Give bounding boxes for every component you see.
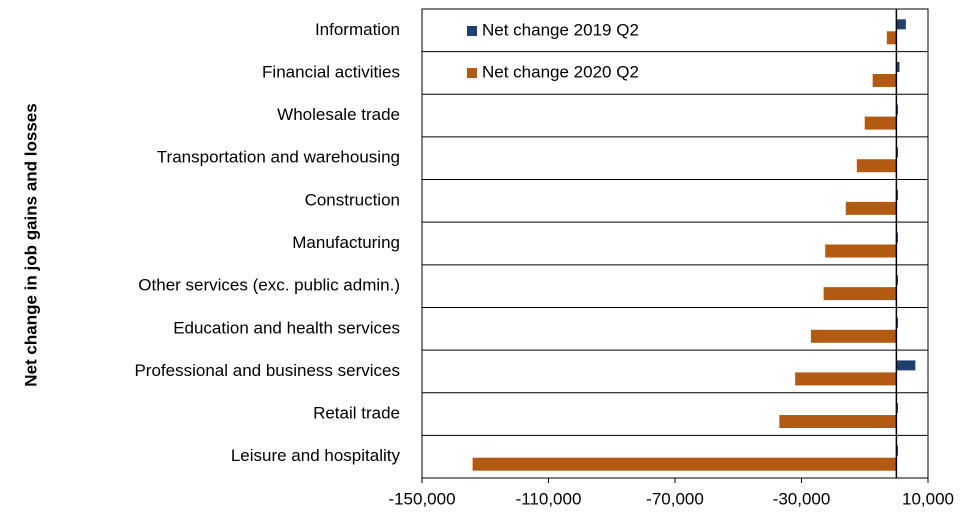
y-tick-label: Professional and business services — [134, 361, 400, 380]
bar — [845, 201, 897, 215]
bar — [896, 147, 898, 158]
legend-swatch — [467, 26, 477, 36]
bar — [823, 287, 897, 301]
bar — [896, 104, 898, 115]
y-tick-label: Education and health services — [173, 318, 400, 337]
bar — [896, 61, 900, 72]
bar — [472, 457, 897, 471]
y-tick-label: Manufacturing — [292, 233, 400, 252]
bar — [825, 244, 897, 258]
bar — [896, 445, 898, 456]
bar — [896, 360, 916, 371]
bar — [864, 116, 897, 130]
y-tick-label: Construction — [305, 190, 400, 209]
bar — [896, 189, 898, 200]
bar — [896, 317, 898, 328]
bar — [896, 232, 898, 243]
bar — [896, 403, 898, 414]
x-tick-label: -70,000 — [646, 489, 704, 508]
x-tick-label: -30,000 — [773, 489, 831, 508]
y-tick-label: Retail trade — [313, 404, 400, 423]
bar — [896, 275, 898, 286]
y-tick-label: Wholesale trade — [277, 105, 400, 124]
bar — [872, 73, 897, 87]
y-tick-label: Financial activities — [262, 62, 400, 81]
legend-label: Net change 2019 Q2 — [482, 20, 639, 39]
legend-label: Net change 2020 Q2 — [482, 62, 639, 81]
y-tick-label: Transportation and warehousing — [157, 148, 400, 167]
x-tick-label: 10,000 — [902, 489, 954, 508]
bar — [779, 415, 897, 429]
legend-swatch — [467, 68, 477, 78]
y-tick-label: Information — [315, 20, 400, 39]
bar — [810, 329, 897, 343]
x-tick-label: -150,000 — [388, 489, 455, 508]
bar — [886, 31, 897, 45]
y-tick-label: Leisure and hospitality — [231, 446, 401, 465]
bar — [795, 372, 897, 386]
x-tick-label: -110,000 — [516, 489, 582, 508]
y-axis-label: Net change in job gains and losses — [21, 103, 40, 386]
y-tick-label: Other services (exc. public admin.) — [138, 276, 400, 295]
bar — [856, 159, 897, 173]
bar — [896, 19, 906, 30]
